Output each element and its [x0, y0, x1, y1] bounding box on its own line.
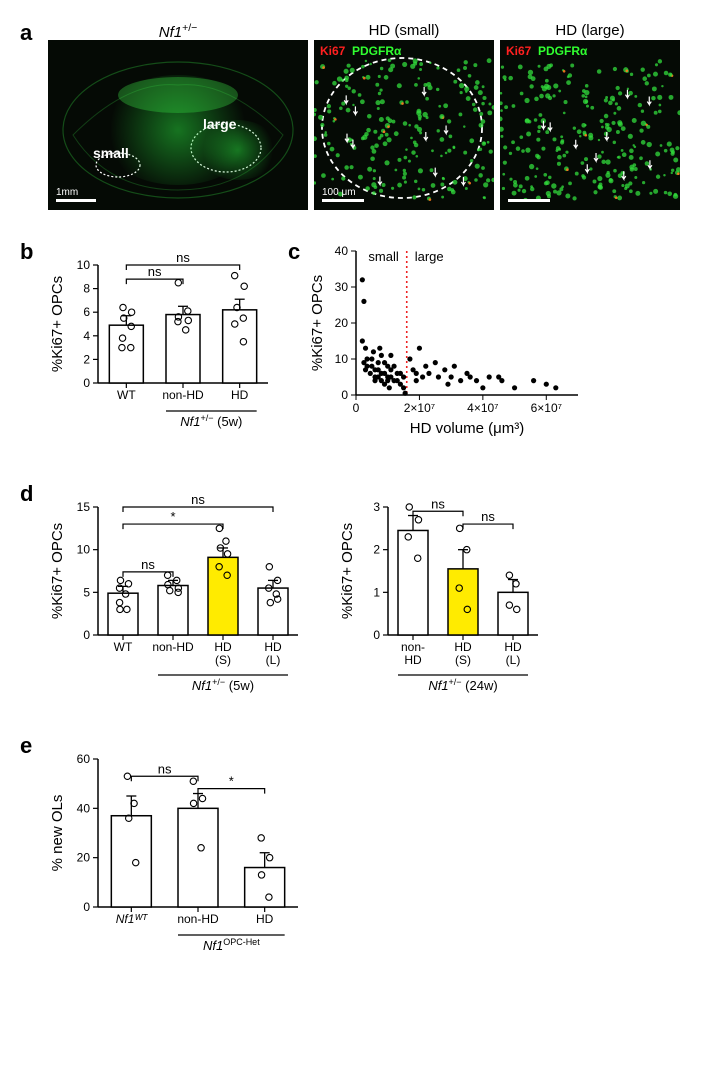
micro1-box: small large 1mm [48, 40, 308, 210]
svg-text:(L): (L) [266, 653, 281, 667]
svg-text:30: 30 [335, 280, 349, 294]
svg-text:2: 2 [83, 352, 90, 366]
svg-text:HD: HD [231, 388, 249, 402]
svg-text:(S): (S) [215, 653, 231, 667]
svg-text:HD volume (μm³): HD volume (μm³) [410, 420, 524, 437]
micro3-dots [500, 40, 680, 210]
panel-d-label: d [20, 481, 33, 507]
svg-text:2: 2 [373, 543, 380, 557]
micro-image-hd-large: HD (large) Ki67 PDGFRα [500, 20, 680, 210]
svg-text:non-HD: non-HD [152, 640, 194, 654]
scale2-bar [322, 199, 364, 202]
svg-text:non-: non- [401, 640, 425, 654]
svg-text:Nf1ᵂᵀ: Nf1ᵂᵀ [116, 912, 148, 926]
svg-text:5: 5 [83, 585, 90, 599]
chart-d-right: 0123%Ki67+ OPCsnon-HDHD(S)HD(L)nsnsNf1+/… [338, 481, 548, 709]
micro2-dots [314, 40, 494, 210]
chart-b: 0 2 4 6 8 10 %Ki67+ OPCs WT non-HD HD nsns Nf1+/− (… [48, 239, 278, 457]
svg-text:0: 0 [83, 900, 90, 914]
scale2-text: 100 μm [322, 187, 356, 198]
svg-text:%Ki67+ OPCs: %Ki67+ OPCs [339, 523, 356, 619]
svg-text:0: 0 [353, 401, 360, 415]
annot-small: small [93, 145, 129, 161]
panel-a-row: a Nf1+/− small large 1mm [20, 20, 688, 215]
svg-text:Nf1+/− (24w): Nf1+/− (24w) [428, 677, 497, 693]
svg-text:6×10⁷: 6×10⁷ [531, 401, 562, 415]
panel-e-label: e [20, 733, 32, 759]
micro2-box: Ki67 PDGFRα {} 100 μm [314, 40, 494, 210]
panel-bc-row: b 0 2 4 6 8 10 %Ki67+ OPCs WT non-HD HD nsns Nf1+/−… [20, 239, 688, 457]
annot-large: large [203, 116, 236, 132]
chart-d-left: 051015%Ki67+ OPCsWTnon-HDHD(S)HD(L)ns*ns… [48, 481, 308, 709]
chart-e: 0 20 40 60 % new OLs Nf1ᵂᵀ non-HD HD ns * Nf1OPC-H… [48, 733, 688, 981]
svg-text:0: 0 [83, 628, 90, 642]
micro-image-hd-small: HD (small) Ki67 PDGFRα {} 100 μm [314, 20, 494, 210]
svg-text:% new OLs: % new OLs [49, 795, 66, 872]
svg-text:(S): (S) [455, 653, 471, 667]
svg-text:*: * [229, 774, 234, 789]
panel-e-row: e 0 20 40 60 % new OLs Nf1ᵂᵀ non-HD HD ns * Nf1OPC… [20, 733, 688, 981]
svg-text:1: 1 [373, 585, 380, 599]
svg-text:HD: HD [214, 640, 232, 654]
svg-text:2×10⁷: 2×10⁷ [404, 401, 435, 415]
scale1-bar [56, 199, 96, 202]
svg-text:non-HD: non-HD [162, 388, 204, 402]
svg-text:HD: HD [404, 653, 422, 667]
svg-text:small: small [368, 249, 398, 264]
micro1-title: Nf1+/− [48, 22, 308, 41]
scale3-bar [508, 199, 550, 202]
svg-text:%Ki67+ OPCs: %Ki67+ OPCs [309, 275, 326, 371]
svg-text:%Ki67+ OPCs: %Ki67+ OPCs [49, 276, 66, 372]
svg-text:HD: HD [504, 640, 522, 654]
panel-c-label: c [288, 239, 300, 265]
svg-text:20: 20 [335, 316, 349, 330]
svg-text:4: 4 [83, 329, 90, 343]
svg-text:10: 10 [335, 352, 349, 366]
svg-text:6: 6 [83, 305, 90, 319]
panel-a-images: Nf1+/− small large 1mm [48, 20, 688, 210]
svg-text:HD: HD [454, 640, 472, 654]
svg-text:0: 0 [83, 376, 90, 390]
svg-text:ns: ns [148, 264, 162, 279]
svg-text:HD: HD [264, 640, 282, 654]
svg-text:*: * [170, 509, 175, 524]
svg-text:Nf1+/− (5w): Nf1+/− (5w) [180, 413, 242, 429]
micro3-title: HD (large) [500, 22, 680, 39]
svg-text:large: large [415, 249, 444, 264]
svg-text:10: 10 [77, 543, 91, 557]
micro2-title: HD (small) [314, 22, 494, 39]
svg-text:0: 0 [373, 628, 380, 642]
scale1-text: 1mm [56, 187, 78, 198]
svg-text:40: 40 [335, 244, 349, 258]
svg-text:WT: WT [114, 640, 133, 654]
svg-text:WT: WT [117, 388, 136, 402]
svg-text:20: 20 [77, 851, 91, 865]
svg-text:0: 0 [341, 388, 348, 402]
micro-image-brain: Nf1+/− small large 1mm [48, 20, 308, 210]
chart-c: 0 10 20 30 40 0 2×10⁷ 4×10⁷ 6×10⁷ %Ki67+ OPCs HD v… [308, 239, 588, 439]
svg-text:ns: ns [176, 250, 190, 265]
svg-text:(L): (L) [506, 653, 521, 667]
svg-text:ns: ns [481, 509, 495, 524]
svg-text:ns: ns [141, 557, 155, 572]
svg-text:8: 8 [83, 282, 90, 296]
svg-text:ns: ns [158, 761, 172, 776]
svg-text:ns: ns [431, 496, 445, 511]
svg-text:ns: ns [191, 492, 205, 507]
svg-text:%Ki67+ OPCs: %Ki67+ OPCs [49, 523, 66, 619]
panel-d-row: d 051015%Ki67+ OPCsWTnon-HDHD(S)HD(L)ns*… [20, 481, 688, 709]
svg-text:15: 15 [77, 500, 91, 514]
panel-a-label: a [20, 20, 32, 46]
svg-text:HD: HD [256, 912, 274, 926]
svg-text:4×10⁷: 4×10⁷ [467, 401, 498, 415]
panel-b-label: b [20, 239, 33, 265]
svg-text:Nf1OPC-Het: Nf1OPC-Het [203, 937, 260, 953]
svg-text:40: 40 [77, 801, 91, 815]
micro3-box: Ki67 PDGFRα [500, 40, 680, 210]
svg-text:10: 10 [77, 258, 91, 272]
svg-text:non-HD: non-HD [177, 912, 219, 926]
svg-text:60: 60 [77, 752, 91, 766]
svg-text:Nf1+/− (5w): Nf1+/− (5w) [192, 677, 254, 693]
svg-text:3: 3 [373, 500, 380, 514]
